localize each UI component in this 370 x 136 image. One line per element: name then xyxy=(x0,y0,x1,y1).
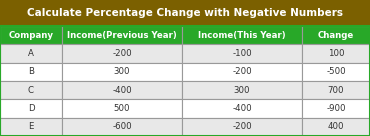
Bar xyxy=(182,63,302,81)
Text: -200: -200 xyxy=(112,49,132,58)
Text: 700: 700 xyxy=(328,86,344,95)
Bar xyxy=(0,99,62,118)
Text: A: A xyxy=(28,49,34,58)
Text: -400: -400 xyxy=(112,86,132,95)
Text: Income(This Year): Income(This Year) xyxy=(198,31,286,40)
Bar xyxy=(302,99,370,118)
Bar xyxy=(62,63,182,81)
Bar xyxy=(62,26,182,44)
Bar xyxy=(302,63,370,81)
Text: Income(Previous Year): Income(Previous Year) xyxy=(67,31,177,40)
Bar xyxy=(0,81,62,99)
Bar xyxy=(0,44,62,63)
Text: -100: -100 xyxy=(232,49,252,58)
Bar xyxy=(302,26,370,44)
Bar xyxy=(182,99,302,118)
Bar xyxy=(0,26,62,44)
Text: Change: Change xyxy=(318,31,354,40)
Bar xyxy=(62,44,182,63)
Bar xyxy=(0,63,62,81)
Text: C: C xyxy=(28,86,34,95)
Bar xyxy=(182,44,302,63)
Bar xyxy=(302,118,370,136)
Bar xyxy=(302,44,370,63)
Text: -500: -500 xyxy=(326,67,346,76)
Bar xyxy=(62,99,182,118)
Text: Calculate Percentage Change with Negative Numbers: Calculate Percentage Change with Negativ… xyxy=(27,8,343,18)
Bar xyxy=(182,81,302,99)
Text: 100: 100 xyxy=(328,49,344,58)
Text: -200: -200 xyxy=(232,122,252,131)
Text: -400: -400 xyxy=(232,104,252,113)
Text: 300: 300 xyxy=(114,67,130,76)
Bar xyxy=(302,81,370,99)
Text: 300: 300 xyxy=(234,86,250,95)
Text: -200: -200 xyxy=(232,67,252,76)
Text: 400: 400 xyxy=(328,122,344,131)
Text: B: B xyxy=(28,67,34,76)
Text: -600: -600 xyxy=(112,122,132,131)
Bar xyxy=(0,0,370,26)
Text: -900: -900 xyxy=(326,104,346,113)
Bar xyxy=(182,118,302,136)
Bar xyxy=(62,81,182,99)
Bar xyxy=(0,118,62,136)
Bar xyxy=(182,26,302,44)
Bar xyxy=(62,118,182,136)
Text: 500: 500 xyxy=(114,104,130,113)
Text: D: D xyxy=(28,104,34,113)
Bar xyxy=(0,26,370,136)
Text: Company: Company xyxy=(9,31,54,40)
Text: E: E xyxy=(28,122,34,131)
